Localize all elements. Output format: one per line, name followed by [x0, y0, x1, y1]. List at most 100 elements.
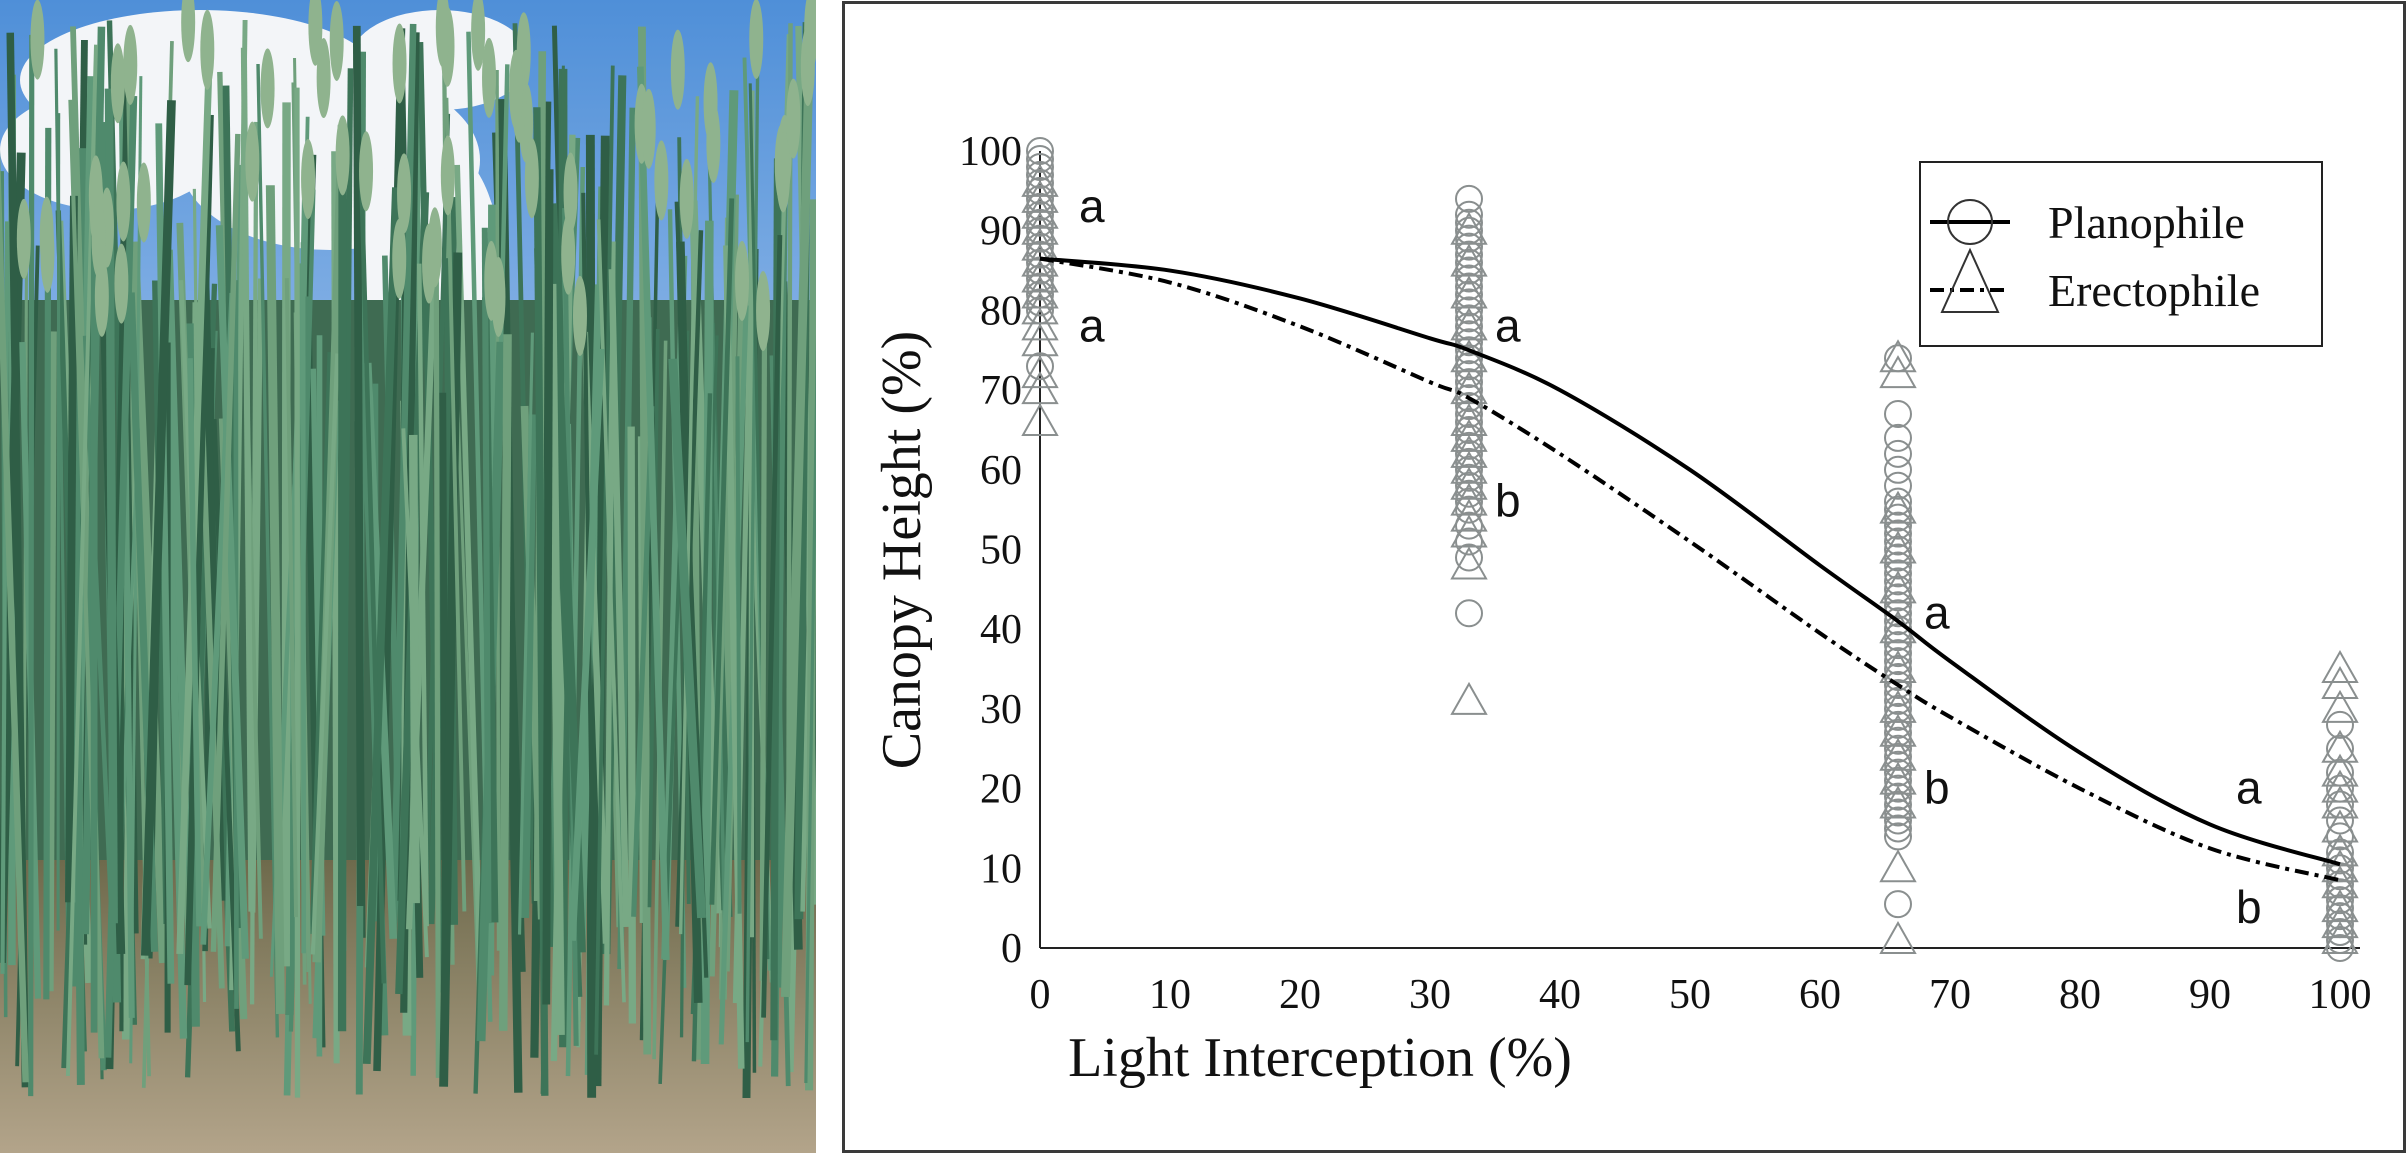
y-tick-label: 80	[980, 288, 1022, 334]
planophile-point	[2326, 902, 2354, 931]
erectophile-point	[2321, 905, 2359, 939]
planophile-point	[1884, 670, 1912, 699]
y-tick-label: 90	[980, 209, 1022, 255]
planophile-point	[1884, 455, 1912, 484]
planophile-point	[1884, 782, 1912, 811]
planophile-point	[1455, 288, 1483, 317]
planophile-point	[2326, 934, 2354, 962]
planophile-point	[1884, 607, 1912, 636]
planophile-point	[1455, 304, 1483, 333]
significance-letter: a	[1924, 586, 1950, 638]
planophile-point	[1884, 527, 1912, 556]
planophile-point	[1455, 272, 1483, 301]
erectophile-point	[1879, 689, 1917, 723]
markers	[1021, 137, 2359, 962]
x-tick-label: 40	[1539, 972, 1581, 1018]
erectophile-point	[1879, 490, 1917, 524]
erectophile-point	[2321, 729, 2359, 763]
planophile-point	[1884, 774, 1912, 803]
planophile-point	[1455, 224, 1483, 253]
erectophile-point	[1879, 530, 1917, 564]
erectophile-point	[1879, 761, 1917, 795]
planophile-point	[1884, 487, 1912, 516]
y-tick-label: 20	[980, 767, 1022, 813]
planophile-point	[1455, 256, 1483, 285]
y-tick-label: 60	[980, 448, 1022, 494]
planophile-point	[1884, 567, 1912, 596]
erectophile-point	[2321, 809, 2359, 843]
planophile-point	[1026, 224, 1054, 253]
erectophile-point	[1450, 681, 1488, 715]
y-axis-title: Canopy Height (%)	[871, 331, 933, 770]
erectophile-point	[1021, 355, 1059, 389]
axes: 0 10 20 30 40 50 60 70 80 90 100 0 10 20 30 40 50 60 70 80 9…	[959, 129, 2372, 1018]
y-tick-label: 0	[1001, 926, 1022, 972]
curves	[1039, 256, 2341, 883]
planophile-point	[1884, 806, 1912, 835]
planophile-point	[1884, 798, 1912, 827]
x-tick-label: 50	[1669, 972, 1711, 1018]
planophile-point	[1455, 320, 1483, 349]
planophile-fit-curve	[1039, 256, 2341, 867]
planophile-point	[1455, 352, 1483, 381]
planophile-point	[1455, 368, 1483, 397]
x-tick-label: 80	[2059, 972, 2101, 1018]
planophile-point	[1884, 519, 1912, 548]
planophile-point	[1884, 439, 1912, 468]
planophile-point	[1884, 678, 1912, 707]
planophile-point	[1026, 192, 1054, 221]
planophile-point	[1884, 890, 1912, 919]
y-tick-label: 100	[959, 129, 1022, 175]
erectophile-point	[1879, 849, 1917, 883]
erectophile-point	[1879, 713, 1917, 747]
planophile-point	[1884, 400, 1912, 429]
erectophile-point	[1879, 737, 1917, 771]
significance-letter: b	[1495, 475, 1521, 527]
x-tick-label: 10	[1149, 972, 1191, 1018]
planophile-point	[1455, 240, 1483, 269]
planophile-point	[1884, 814, 1912, 843]
erectophile-point	[1879, 921, 1917, 955]
y-tick-label: 50	[980, 528, 1022, 574]
legend-triangle-icon	[1940, 247, 2000, 313]
erectophile-point	[1879, 570, 1917, 604]
planophile-point	[2326, 886, 2354, 915]
planophile-point	[1455, 495, 1483, 524]
planophile-point	[1026, 160, 1054, 189]
x-tick-label: 30	[1409, 972, 1451, 1018]
erectophile-point	[2321, 849, 2359, 883]
erectophile-fit-curve	[1039, 256, 2341, 883]
y-tick-label: 30	[980, 687, 1022, 733]
planophile-point	[1884, 702, 1912, 731]
erectophile-point	[1879, 355, 1917, 389]
planophile-point	[1455, 264, 1483, 293]
x-axis-title: Light Interception (%)	[1068, 1027, 1572, 1089]
planophile-point	[1455, 447, 1483, 476]
planophile-point	[1455, 463, 1483, 492]
erectophile-point	[1450, 546, 1488, 580]
planophile-point	[2326, 918, 2354, 947]
x-tick-label: 20	[1279, 972, 1321, 1018]
planophile-point	[1455, 431, 1483, 460]
legend: Planophile Erectophile	[1919, 161, 2323, 347]
planophile-point	[1884, 511, 1912, 540]
planophile-point	[1026, 240, 1054, 269]
planophile-point	[1455, 360, 1483, 389]
legend-label-erectophile: Erectophile	[2048, 265, 2260, 316]
planophile-point	[1455, 328, 1483, 357]
erectophile-point	[2321, 650, 2359, 684]
erectophile-point	[1450, 498, 1488, 532]
erectophile-point	[2321, 689, 2359, 723]
planophile-point	[1455, 200, 1483, 229]
planophile-point	[1026, 176, 1054, 205]
erectophile-point	[2321, 769, 2359, 803]
planophile-point	[1884, 551, 1912, 580]
x-tick-label: 90	[2189, 972, 2231, 1018]
planophile-point	[2326, 710, 2354, 739]
planophile-point	[1455, 543, 1483, 572]
legend-label-planophile: Planophile	[2048, 197, 2245, 248]
planophile-point	[1884, 639, 1912, 668]
erectophile-point	[2321, 665, 2359, 699]
planophile-point	[1026, 272, 1054, 301]
